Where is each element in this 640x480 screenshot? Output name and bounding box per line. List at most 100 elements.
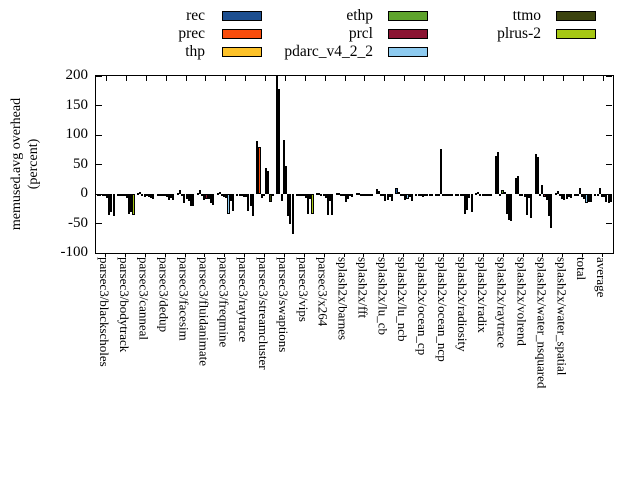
bar-prcl — [523, 194, 526, 197]
x-tick-top-mark — [444, 76, 445, 81]
x-tick-bottom-mark — [562, 253, 564, 257]
bar-ethp — [242, 194, 246, 197]
bar-ttmo — [428, 194, 431, 196]
bar-plrus-2 — [331, 194, 334, 215]
x-tick-label: parsec3/freqmine — [216, 257, 232, 348]
bar-prec — [318, 192, 321, 195]
bar-rec — [534, 153, 537, 194]
legend-label-pdarc_v4_2_2: pdarc_v4_2_2 — [284, 43, 373, 60]
bar-prcl — [225, 194, 228, 198]
bar-pdarc_v4_2_2 — [446, 194, 449, 197]
bar-thp — [499, 194, 502, 196]
x-tick-label: splash2x/raytrace — [494, 257, 510, 348]
x-tick-bottom-mark — [542, 253, 544, 257]
bar-ttmo — [468, 194, 471, 198]
bar-rec — [594, 194, 597, 196]
bar-ttmo — [309, 194, 312, 199]
x-tick-bottom-mark — [244, 253, 246, 257]
bar-ethp — [461, 194, 464, 197]
x-tick-bottom-mark — [204, 253, 206, 257]
bar-ethp — [123, 194, 126, 197]
x-tick-top-mark — [583, 76, 585, 81]
bar-thp — [459, 194, 462, 196]
bar-ttmo — [249, 194, 252, 206]
y-tick-label: 100 — [65, 126, 89, 142]
bar-thp — [320, 194, 323, 196]
x-tick-top-mark — [324, 76, 326, 81]
bar-prcl — [463, 194, 467, 215]
legend-label-plrus-2: plrus-2 — [497, 25, 541, 42]
x-tick-label: parsec3/vips — [295, 257, 311, 322]
bar-ttmo — [189, 194, 193, 206]
bar-ttmo — [150, 194, 153, 198]
bar-pdarc_v4_2_2 — [287, 194, 290, 217]
bar-prec — [178, 189, 182, 194]
bar-prec — [536, 157, 539, 194]
bar-pdarc_v4_2_2 — [585, 194, 588, 203]
x-tick-top-mark — [125, 76, 127, 81]
bar-prcl — [324, 194, 327, 198]
bar-prcl — [503, 191, 506, 194]
bar-pdarc_v4_2_2 — [565, 194, 568, 199]
x-tick-label: parsec3/x264 — [315, 257, 331, 327]
bar-rec — [335, 193, 338, 196]
bar-ttmo — [508, 194, 511, 220]
bar-pdarc_v4_2_2 — [227, 194, 230, 214]
bar-prcl — [364, 194, 367, 196]
bar-ttmo — [587, 194, 590, 202]
x-tick-bottom-mark — [383, 253, 385, 257]
bar-prcl — [603, 194, 606, 197]
bar-prec — [119, 194, 122, 196]
x-tick-bottom-mark — [582, 253, 584, 257]
x-tick-label: parsec3/dedup — [156, 257, 172, 333]
bar-ethp — [163, 194, 166, 197]
bar-plrus-2 — [470, 194, 473, 212]
bar-pdarc_v4_2_2 — [108, 194, 111, 215]
x-tick-top-mark — [503, 76, 505, 81]
bar-prcl — [245, 194, 248, 197]
y-tick-label: 200 — [65, 67, 89, 83]
bar-pdarc_v4_2_2 — [147, 194, 151, 197]
ytick-right-mark — [606, 164, 612, 165]
bar-plrus-2 — [192, 194, 195, 206]
bar-plrus-2 — [212, 194, 215, 205]
x-tick-bottom-mark — [363, 253, 365, 257]
ytick-left-mark — [96, 164, 102, 165]
x-tick-bottom-mark — [403, 253, 405, 257]
bar-ttmo — [329, 194, 332, 202]
ytick-right-mark — [606, 134, 612, 136]
bar-plrus-2 — [430, 194, 433, 197]
x-tick-label: parsec3/bodytrack — [116, 257, 132, 353]
bar-ttmo — [130, 194, 133, 212]
y-axis-title-line1: memused.avg overhead — [9, 97, 24, 231]
bar-prcl — [543, 194, 546, 197]
x-tick-label: splash2x/water_spatial — [554, 257, 570, 376]
bar-thp — [181, 194, 184, 197]
x-tick-bottom-mark — [104, 253, 106, 257]
x-tick-bottom-mark — [164, 253, 166, 257]
bar-rec — [375, 189, 378, 194]
bar-prcl — [284, 166, 288, 194]
bar-prcl — [424, 194, 427, 196]
bar-ethp — [322, 194, 325, 197]
bar-thp — [300, 194, 303, 196]
bar-pdarc_v4_2_2 — [605, 194, 608, 202]
x-tick-top-mark — [563, 76, 565, 81]
bar-prcl — [563, 194, 566, 200]
bar-ethp — [541, 185, 544, 194]
bar-prcl — [125, 194, 128, 198]
bar-prec — [159, 194, 162, 196]
bar-plrus-2 — [530, 194, 533, 218]
bar-prec — [278, 89, 281, 194]
bar-ttmo — [349, 194, 352, 197]
bar-ethp — [183, 194, 186, 203]
ytick-right-mark — [606, 105, 612, 106]
bar-thp — [479, 194, 482, 196]
bar-plrus-2 — [152, 194, 155, 199]
bar-prec — [576, 194, 579, 196]
ytick-right-mark — [606, 223, 612, 224]
bar-ttmo — [448, 194, 451, 196]
bar-ttmo — [229, 194, 232, 202]
bar-ethp — [143, 194, 146, 197]
bar-prec — [218, 192, 221, 195]
